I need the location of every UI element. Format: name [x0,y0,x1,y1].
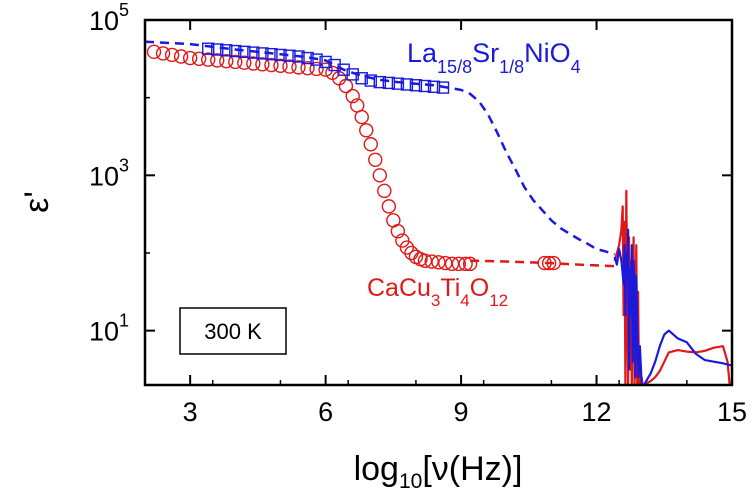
lsno-point [292,50,305,63]
ccto-point [264,57,279,73]
x-tick-label: 15 [717,397,747,427]
lsno-point [238,45,251,59]
ccto-point [255,57,270,72]
ccto-point [537,255,552,271]
x-tick-label: 6 [318,397,333,427]
ccto-fit-line [470,259,615,268]
lsno-point [418,79,432,93]
ccto-point [338,78,354,94]
lsno-label: La15/8Sr1/8NiO4 [407,38,581,77]
ccto-point [345,88,360,104]
x-tick-label: 9 [454,397,469,427]
ccto-point [372,168,387,183]
lsno-point [355,72,368,85]
ccto-point [309,61,324,77]
ccto-point [451,256,467,272]
ccto-point [395,233,410,248]
lsno-point [247,46,260,59]
lsno-point [256,47,269,60]
ccto-point [146,44,162,60]
ccto-point [458,256,473,272]
y-axis-label: ε' [18,191,56,213]
lsno-point [202,42,215,55]
lsno-point [400,78,414,91]
x-axis-label: log10[ν(Hz)] [354,450,523,493]
lsno-point [436,81,450,94]
ccto-point [246,56,261,71]
ccto-point [424,254,439,269]
temperature-box [179,307,287,355]
ccto-point [291,60,306,75]
ccto-point [300,60,315,76]
lsno-point [409,79,423,92]
ccto-point [210,53,225,68]
ccto-point [462,256,478,272]
ccto-point [546,255,561,271]
ccto-point [368,152,383,167]
axis-ticks: 3 6 9 12 15 101 103 105 [89,0,747,427]
lsno-point [328,58,341,72]
ccto-point [164,47,180,63]
lsno-point [229,44,242,58]
lsno-point [364,74,377,87]
ccto-point [431,255,446,270]
lsno-fit-line [145,40,616,256]
ccto-point [417,253,433,268]
ccto-point [399,240,415,255]
ccto-point [201,52,216,67]
lsno-noise-line [613,228,732,385]
ccto-point [363,137,378,152]
ccto-label: CaCu3Ti4O12 [367,274,508,310]
ccto-point [155,46,171,61]
lsno-point [337,63,350,76]
ccto-point [173,49,189,64]
temperature-label: 300 K [204,319,262,344]
lsno-point [301,51,314,65]
ccto-point [282,59,297,74]
x-tick-label: 3 [183,397,198,427]
x-tick-label: 12 [582,397,612,427]
y-tick-label: 105 [89,0,129,36]
ccto-point [377,183,392,199]
ccto-point [354,109,369,125]
lsno-point [382,76,396,90]
lsno-point [310,53,323,66]
plot-frame [143,18,734,387]
lsno-point [319,55,332,69]
lsno-point [427,80,441,93]
y-tick-label: 101 [89,311,129,347]
ccto-point [237,55,252,70]
ccto-point [219,53,234,69]
lsno-point [211,43,224,56]
plot-marks [145,40,732,385]
ccto-point [390,224,406,239]
ccto-point [381,199,397,214]
ccto-point [228,54,243,70]
ccto-point [359,123,374,138]
lsno-point [265,47,278,61]
ccto-point [182,50,198,66]
ccto-point [541,255,557,271]
y-tick-label: 103 [89,155,129,191]
ccto-point [318,62,333,77]
ccto-point [273,58,288,74]
lsno-point [391,77,405,90]
lsno-point [283,49,296,62]
lsno-point [373,75,386,89]
lsno-point [346,68,359,81]
ccto-point [191,51,207,67]
lsno-point [220,44,233,57]
lsno-point [274,48,287,62]
